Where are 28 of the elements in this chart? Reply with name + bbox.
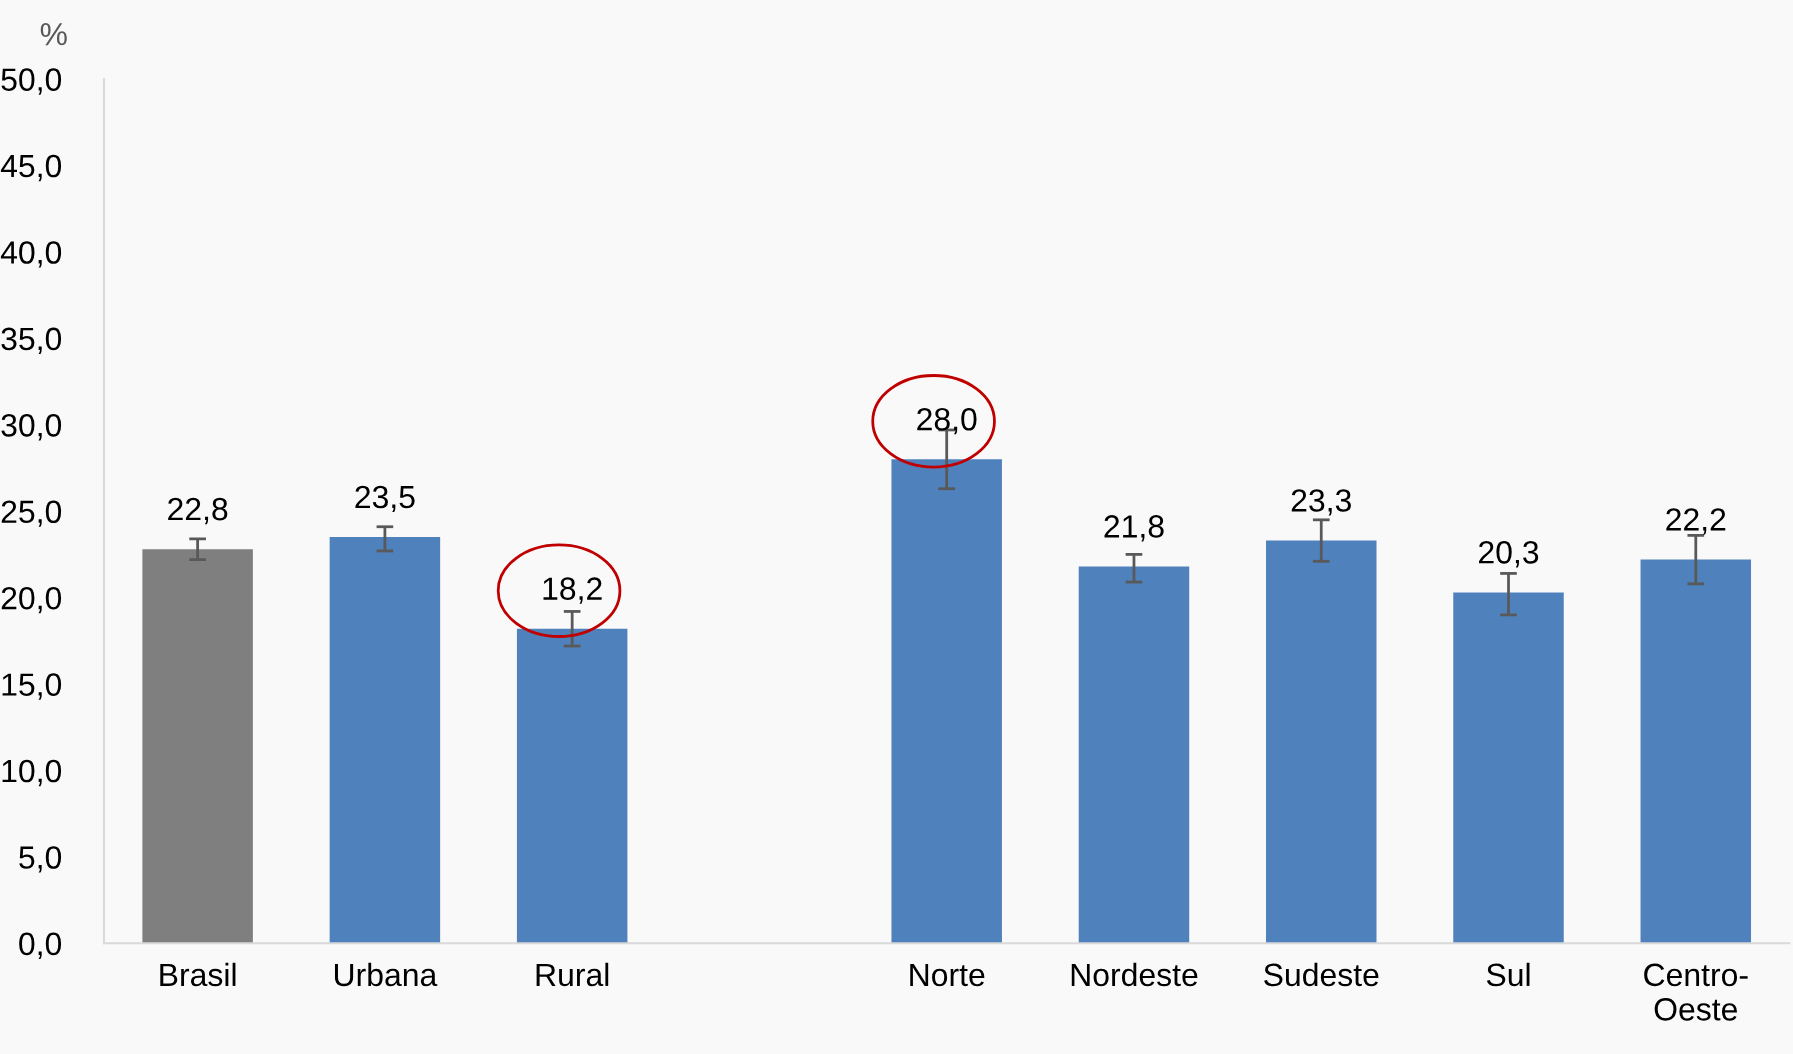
data-label: 18,2 [543,577,602,604]
y-tick-label: 30,0 [1,414,62,441]
y-tick-label: 40,0 [0,241,62,268]
y-axis-title: % [40,22,67,46]
x-tick-label: Rural [536,962,609,987]
y-tick-label: 25,0 [1,500,62,527]
y-tick-label: 45,0 [0,154,62,182]
x-tick-label: Urbana [334,962,438,987]
y-tick-label: 5,0 [19,846,62,873]
data-label: 23,5 [355,485,415,513]
x-tick-label: Sudeste [1264,962,1379,987]
x-tick-label: Sul [1486,962,1530,987]
x-tick-label: Norte [910,963,985,987]
x-tick-label: Brasil [160,962,236,987]
data-label: 22,8 [168,497,228,525]
y-tick-label: 20,0 [1,586,62,614]
y-tick-label: 15,0 [2,673,62,700]
y-tick-label: 35,0 [1,327,62,354]
y-tick-label: 50,0 [1,68,62,95]
data-label: 21,8 [1104,515,1164,542]
x-tick-label: Nordeste [1071,962,1198,987]
y-tick-label: 0,0 [19,932,62,959]
x-tick-label: Centro- Oeste [1644,963,1748,1021]
data-label: 20,3 [1479,541,1539,568]
y-tick-label: 10,0 [2,759,62,787]
data-label: 23,3 [1291,489,1351,516]
data-label: 28,0 [917,407,977,435]
data-label: 22,2 [1666,508,1726,535]
